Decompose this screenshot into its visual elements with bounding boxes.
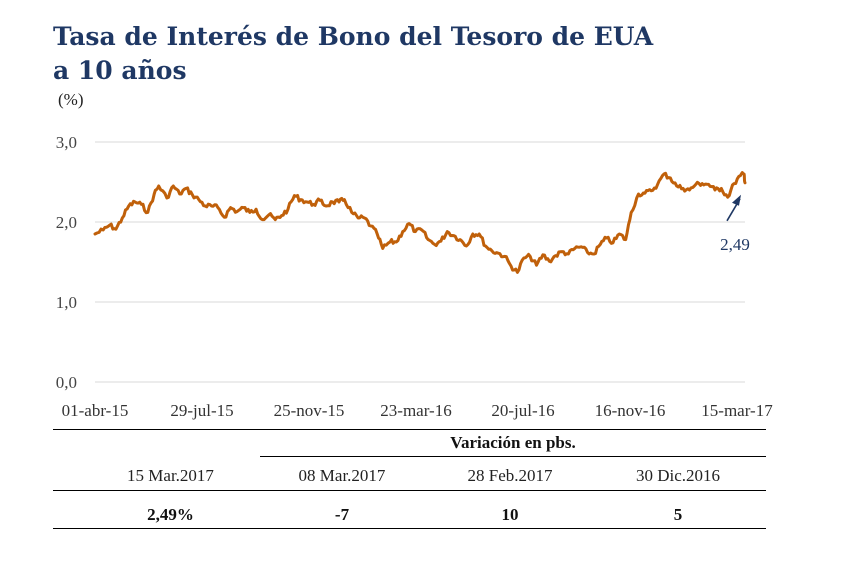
x-tick-label: 01-abr-15 (62, 401, 129, 420)
y-tick-label: 3,0 (56, 133, 77, 152)
table-header-3: 30 Dic.2016 (635, 466, 721, 485)
table-bottom-rule (53, 528, 766, 529)
table-group-rule (260, 456, 766, 457)
line-chart: 0,0 1,0 2,0 3,0 01-abr-15 29-jul-15 25-nov-15 2… (56, 133, 773, 420)
x-tick-label: 25-nov-15 (274, 401, 345, 420)
y-tick-label: 0,0 (56, 373, 77, 392)
table-group-header: Variación en pbs. (450, 433, 576, 452)
table-value-1: -7 (334, 505, 350, 524)
x-tick-label: 15-mar-17 (701, 401, 773, 420)
table-header-rule (53, 490, 766, 491)
y-tick-label: 2,0 (56, 213, 77, 232)
table-header-1: 08 Mar.2017 (298, 466, 386, 485)
unit-label: (%) (58, 90, 84, 109)
x-tick-label: 20-jul-16 (491, 401, 554, 420)
table-header-2: 28 Feb.2017 (467, 466, 553, 485)
chart-title: Tasa de Interés de Bono del Tesoro de EU… (53, 20, 653, 88)
table-value-current: 2,49% (147, 505, 194, 524)
table-header-current: 15 Mar.2017 (127, 466, 214, 485)
chart-title-line2: a 10 años (53, 56, 187, 85)
x-tick-label: 29-jul-15 (170, 401, 233, 420)
table-top-rule (53, 429, 766, 430)
table-value-3: 5 (673, 505, 683, 524)
annotation-label: 2,49 (720, 235, 750, 254)
y-tick-label: 1,0 (56, 293, 77, 312)
chart-title-line1: Tasa de Interés de Bono del Tesoro de EU… (53, 22, 654, 51)
series-line (93, 171, 747, 274)
x-tick-label: 16-nov-16 (595, 401, 666, 420)
annotation-arrowhead (732, 194, 741, 206)
table-value-2: 10 (501, 505, 519, 524)
x-tick-label: 23-mar-16 (380, 401, 451, 420)
